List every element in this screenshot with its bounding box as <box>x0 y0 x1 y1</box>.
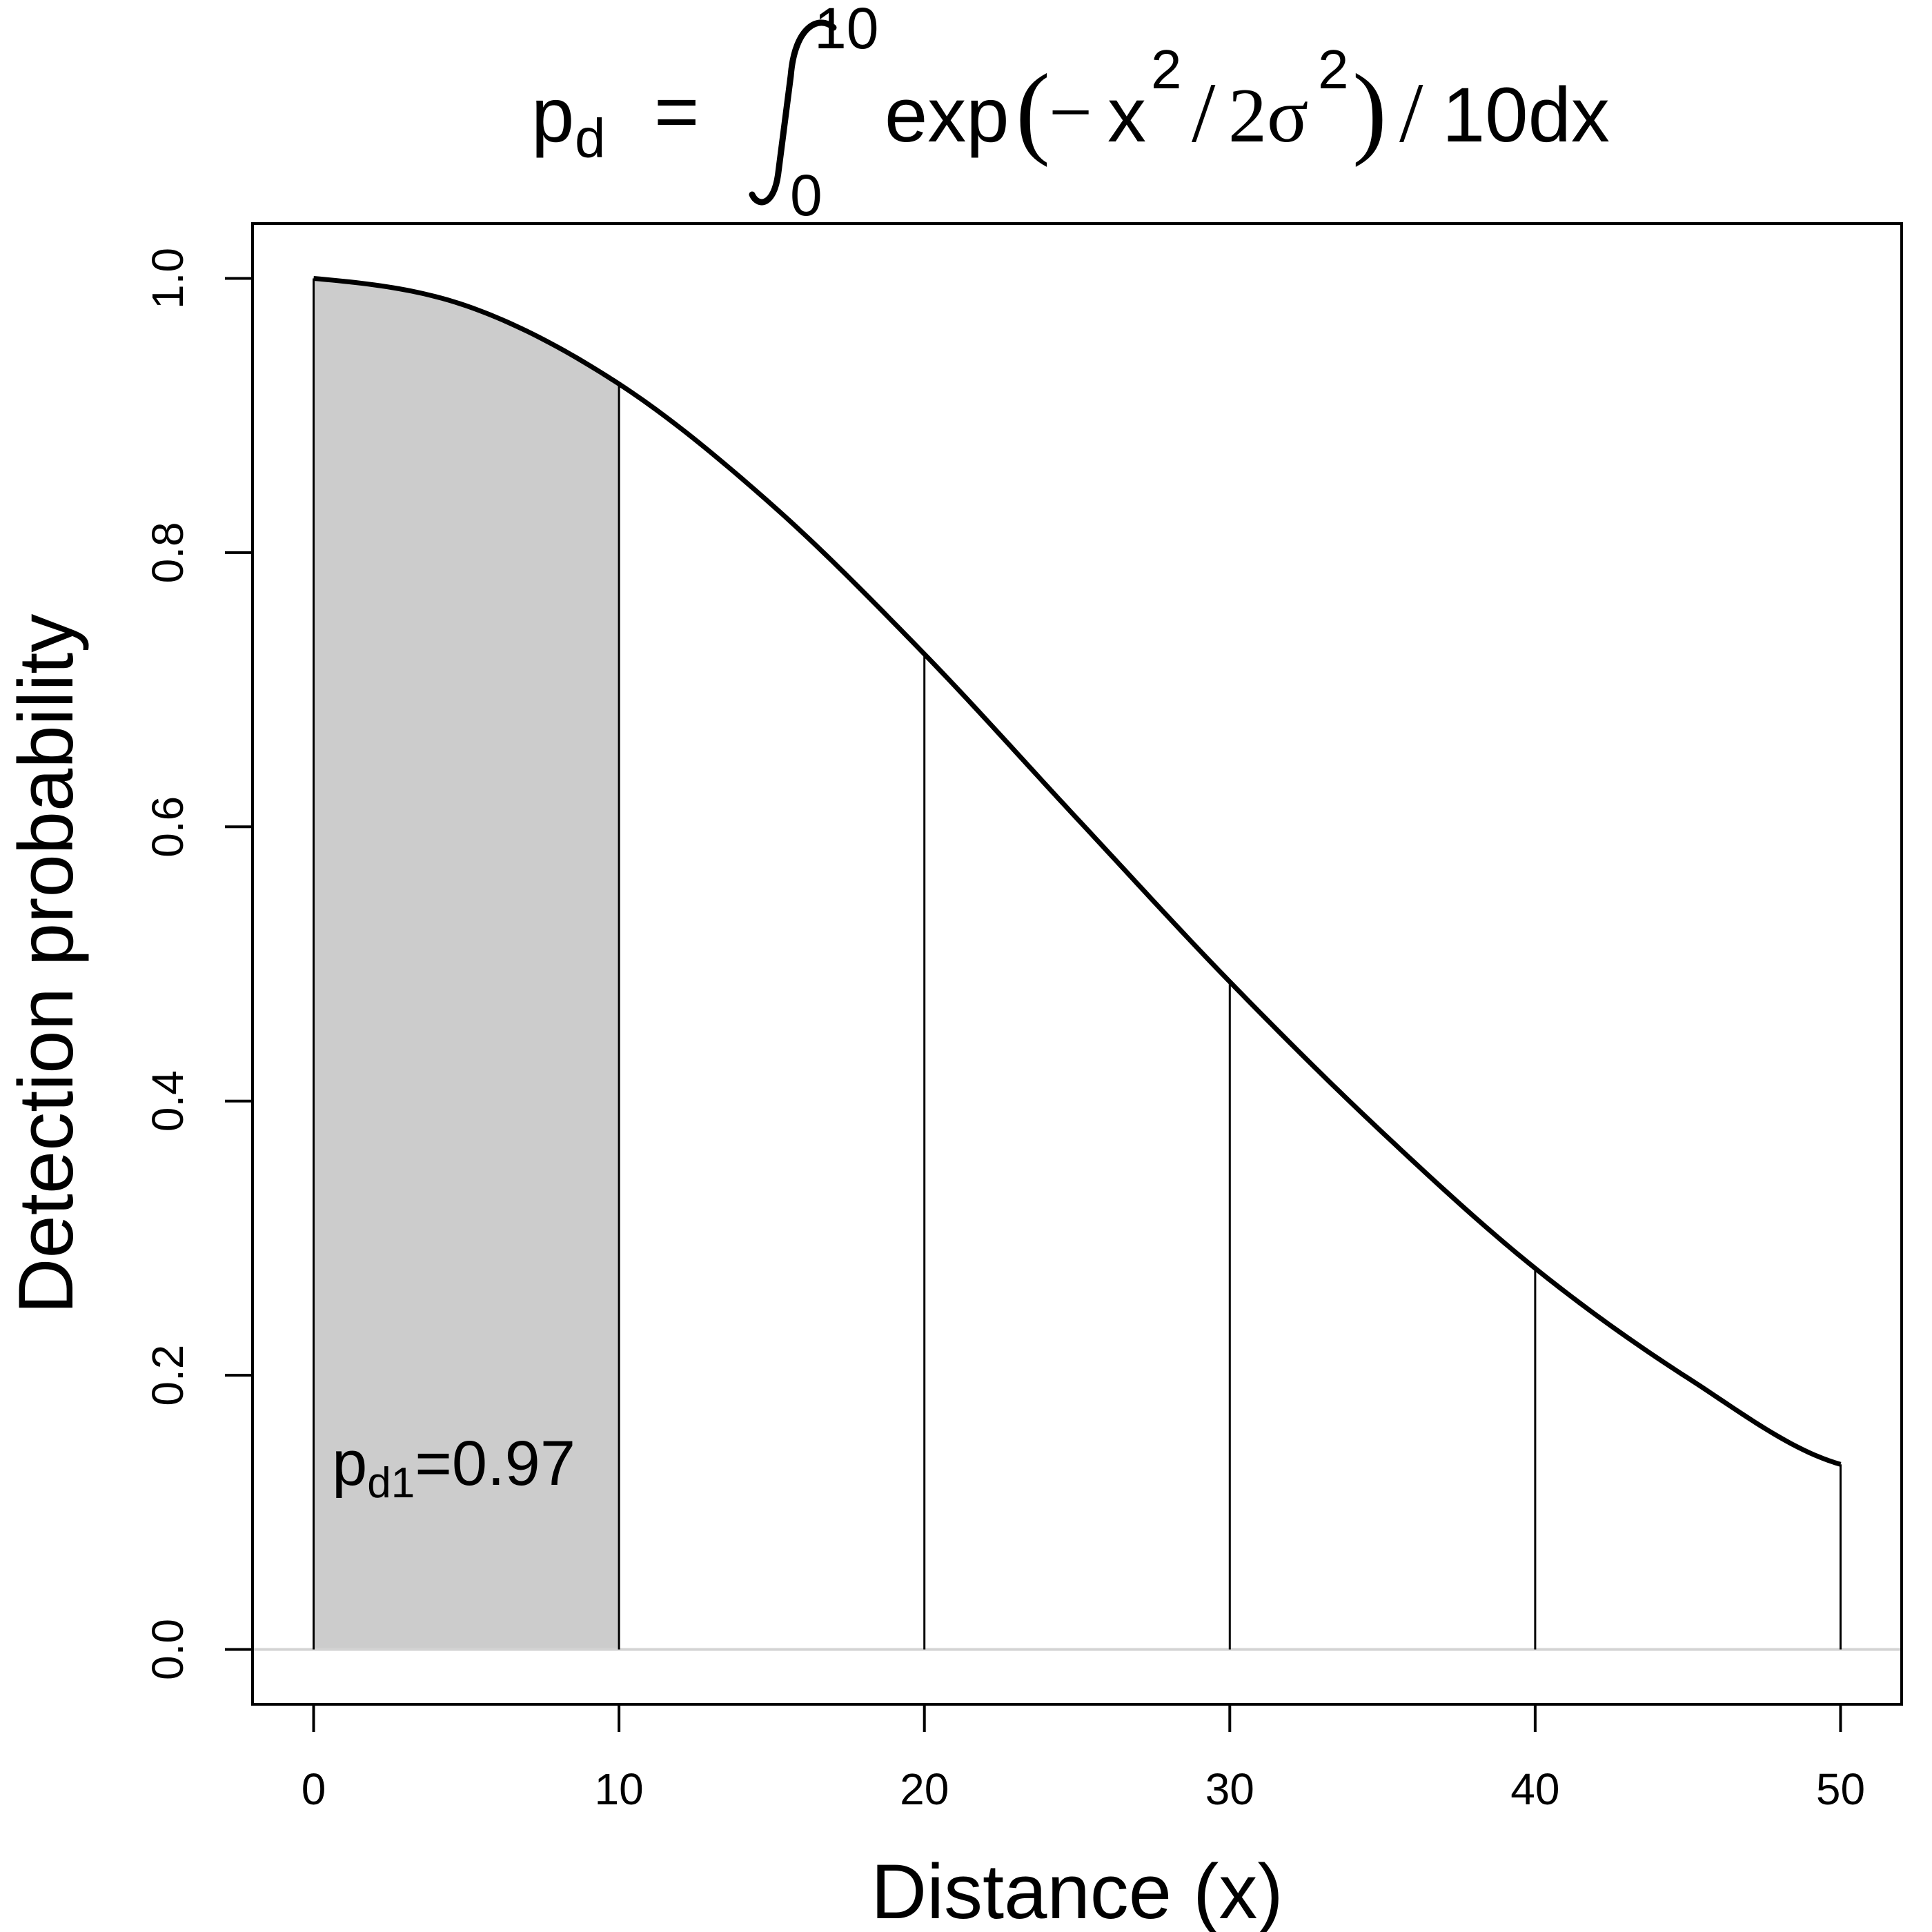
x-axis: 0 10 20 30 40 50 <box>302 1703 1865 1814</box>
title-lhs-sub: d <box>575 108 606 169</box>
annotation-sub: d1 <box>367 1459 415 1507</box>
title-int-lower: 0 <box>790 163 822 228</box>
integral-sign-icon <box>749 19 837 206</box>
title-exp1: 2 <box>1151 39 1182 100</box>
title-integrand-d: 10dx <box>1442 72 1610 158</box>
annotation-value: =0.97 <box>415 1428 575 1499</box>
interval-annotation: pd1=0.97 <box>332 1428 575 1507</box>
title-integrand-c: 2σ <box>1228 73 1308 159</box>
title-integrand-b: x <box>1107 72 1146 158</box>
chart-title: p d = 10 0 exp ( − x 2 / 2σ 2 ) / 10dx <box>531 0 1610 228</box>
x-tick-label: 50 <box>1816 1764 1865 1814</box>
title-integrand-a: exp <box>885 72 1009 158</box>
x-tick-label: 40 <box>1510 1764 1559 1814</box>
x-tick-label: 10 <box>595 1764 644 1814</box>
title-exp2: 2 <box>1318 39 1349 100</box>
title-minus: − <box>1049 70 1092 155</box>
y-tick-label: 1.0 <box>143 248 193 309</box>
detection-curve <box>313 275 1842 1467</box>
title-int-upper: 10 <box>814 0 878 61</box>
title-slash2: / <box>1399 66 1423 160</box>
plot-area <box>253 275 1902 1651</box>
y-axis-label: Detection probability <box>3 614 89 1314</box>
title-rparen: ) <box>1352 53 1387 168</box>
y-tick-label: 0.4 <box>143 1070 193 1132</box>
title-slash1: / <box>1192 66 1216 160</box>
title-lhs: p <box>531 72 574 158</box>
y-tick-label: 0.2 <box>143 1345 193 1406</box>
y-tick-label: 0.8 <box>143 522 193 583</box>
x-tick-label: 0 <box>302 1764 326 1814</box>
shaded-interval <box>313 278 620 1650</box>
annotation-base: p <box>332 1428 367 1499</box>
x-tick-label: 20 <box>900 1764 949 1814</box>
y-tick-label: 0.0 <box>143 1619 193 1680</box>
x-tick-label: 30 <box>1205 1764 1254 1814</box>
title-equals: = <box>654 68 699 155</box>
y-axis: 0.0 0.2 0.4 0.6 0.8 1.0 <box>143 248 254 1680</box>
title-lparen: ( <box>1016 53 1050 168</box>
x-axis-label: Distance (x) <box>871 1849 1283 1932</box>
y-tick-label: 0.6 <box>143 796 193 858</box>
